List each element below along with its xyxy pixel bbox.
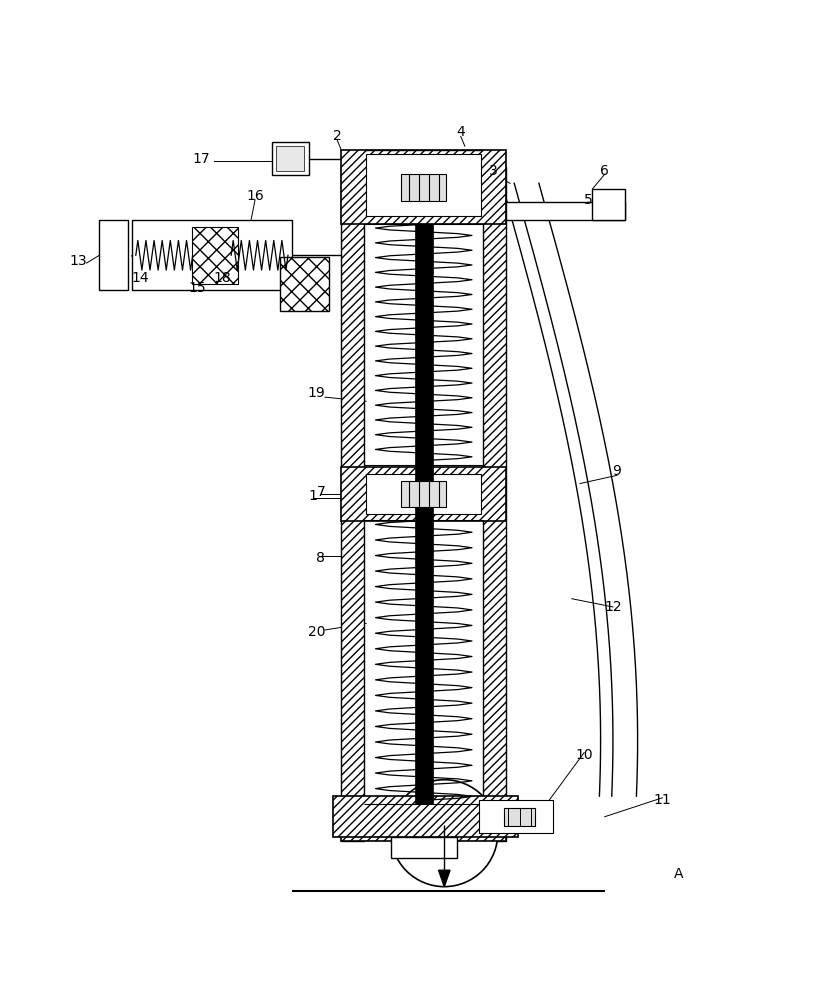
- Bar: [504, 808, 535, 826]
- Text: 20: 20: [308, 625, 326, 639]
- Bar: [342, 167, 365, 841]
- Text: 3: 3: [489, 164, 498, 178]
- Bar: [280, 257, 329, 311]
- Text: 18: 18: [214, 271, 231, 285]
- Text: 19: 19: [308, 386, 326, 400]
- Text: 2: 2: [333, 129, 342, 143]
- Bar: [131, 220, 293, 290]
- Text: 13: 13: [70, 254, 87, 268]
- Bar: [276, 146, 304, 171]
- Text: 11: 11: [653, 793, 671, 807]
- Text: 5: 5: [584, 193, 593, 207]
- Bar: [342, 150, 506, 224]
- Text: 9: 9: [612, 464, 622, 478]
- Text: 6: 6: [600, 164, 609, 178]
- Bar: [401, 174, 446, 201]
- Bar: [479, 800, 553, 833]
- Bar: [593, 189, 625, 220]
- Bar: [99, 220, 128, 290]
- Text: 17: 17: [193, 152, 210, 166]
- Bar: [192, 227, 238, 284]
- Bar: [483, 167, 506, 841]
- Bar: [333, 796, 519, 837]
- Text: A: A: [674, 867, 684, 881]
- Text: 12: 12: [604, 600, 622, 614]
- Bar: [342, 467, 506, 521]
- Bar: [415, 224, 433, 804]
- Text: 4: 4: [456, 125, 465, 139]
- Polygon shape: [439, 870, 450, 887]
- Text: 10: 10: [575, 748, 593, 762]
- Bar: [272, 142, 308, 175]
- Text: 7: 7: [317, 485, 325, 499]
- Text: 8: 8: [317, 551, 325, 565]
- Bar: [401, 481, 446, 507]
- Bar: [342, 804, 506, 841]
- Text: 15: 15: [189, 281, 206, 295]
- Bar: [366, 154, 481, 216]
- Circle shape: [391, 780, 498, 887]
- Text: 16: 16: [246, 189, 264, 203]
- Text: 14: 14: [131, 271, 149, 285]
- Text: 1: 1: [308, 489, 317, 503]
- Bar: [366, 474, 481, 514]
- Bar: [506, 202, 625, 220]
- Bar: [391, 837, 456, 858]
